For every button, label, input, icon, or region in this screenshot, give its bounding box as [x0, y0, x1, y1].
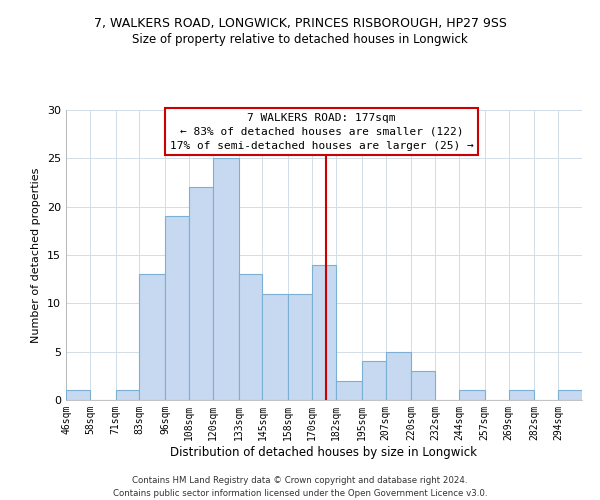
Bar	[362, 362, 386, 400]
Bar	[386, 352, 412, 400]
Bar	[66, 390, 90, 400]
Bar	[412, 371, 435, 400]
Text: 7 WALKERS ROAD: 177sqm
← 83% of detached houses are smaller (122)
17% of semi-de: 7 WALKERS ROAD: 177sqm ← 83% of detached…	[170, 113, 473, 151]
Bar	[139, 274, 165, 400]
Bar	[312, 264, 336, 400]
Bar	[165, 216, 189, 400]
Bar	[239, 274, 262, 400]
Bar	[558, 390, 582, 400]
Bar	[336, 380, 362, 400]
Text: 7, WALKERS ROAD, LONGWICK, PRINCES RISBOROUGH, HP27 9SS: 7, WALKERS ROAD, LONGWICK, PRINCES RISBO…	[94, 18, 506, 30]
Bar	[189, 188, 213, 400]
Bar	[116, 390, 139, 400]
X-axis label: Distribution of detached houses by size in Longwick: Distribution of detached houses by size …	[170, 446, 478, 458]
Text: Contains HM Land Registry data © Crown copyright and database right 2024.
Contai: Contains HM Land Registry data © Crown c…	[113, 476, 487, 498]
Bar	[213, 158, 239, 400]
Bar	[288, 294, 312, 400]
Bar	[262, 294, 288, 400]
Bar	[509, 390, 535, 400]
Text: Size of property relative to detached houses in Longwick: Size of property relative to detached ho…	[132, 32, 468, 46]
Y-axis label: Number of detached properties: Number of detached properties	[31, 168, 41, 342]
Bar	[459, 390, 485, 400]
